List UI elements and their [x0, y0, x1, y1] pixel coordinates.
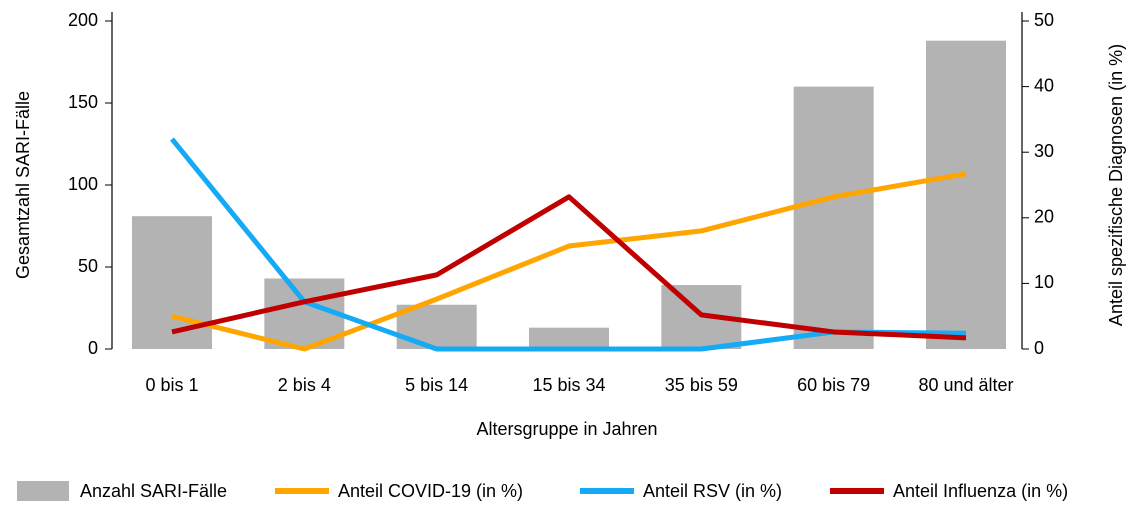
y-tick-label: 200 [68, 10, 98, 30]
bar [529, 327, 609, 349]
x-tick-label: 60 bis 79 [797, 375, 870, 395]
y2-tick-label: 50 [1034, 10, 1054, 30]
line [171, 171, 967, 352]
legend-swatch [17, 481, 69, 501]
x-axis-title: Altersgruppe in Jahren [476, 419, 657, 439]
x-tick-label: 0 bis 1 [145, 375, 198, 395]
x-tick-label: 5 bis 14 [405, 375, 468, 395]
y2-tick-label: 10 [1034, 272, 1054, 292]
line [171, 194, 967, 341]
y-tick-label: 100 [68, 174, 98, 194]
legend-label: Anteil Influenza (in %) [893, 481, 1068, 501]
y2-tick-label: 30 [1034, 141, 1054, 161]
y-axis-title: Gesamtzahl SARI-Fälle [13, 91, 33, 279]
x-tick-label: 2 bis 4 [278, 375, 331, 395]
y2-tick-label: 0 [1034, 338, 1044, 358]
y2-axis-title: Anteil spezifische Diagnosen (in %) [1106, 44, 1126, 326]
x-tick-label: 35 bis 59 [665, 375, 738, 395]
y-tick-label: 150 [68, 92, 98, 112]
legend-label: Anzahl SARI-Fälle [80, 481, 227, 501]
bar [132, 216, 212, 349]
bar [926, 40, 1006, 350]
y2-tick-label: 20 [1034, 207, 1054, 227]
x-tick-label: 15 bis 34 [532, 375, 605, 395]
y2-tick-label: 40 [1034, 75, 1054, 95]
y-tick-label: 0 [88, 338, 98, 358]
legend-label: Anteil RSV (in %) [643, 481, 782, 501]
y-tick-label: 50 [78, 256, 98, 276]
bar [793, 86, 874, 349]
x-tick-label: 80 und älter [918, 375, 1013, 395]
legend-label: Anteil COVID-19 (in %) [338, 481, 523, 501]
